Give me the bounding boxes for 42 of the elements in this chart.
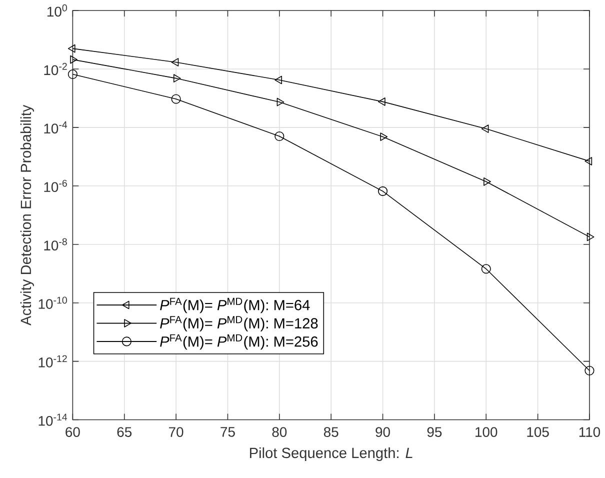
- x-tick-label: 60: [66, 427, 80, 438]
- y-tick-label: 10$^{0}$: [47, 4, 67, 17]
- legend-label: P$^{FA}$(M)= P$^{MD}$(M): M=64: [160, 298, 310, 314]
- point: [276, 98, 284, 106]
- x-tick-label: 110: [579, 427, 600, 438]
- point: [274, 76, 282, 84]
- point: [70, 56, 78, 64]
- x-axis-title: Pilot Sequence Length: L: [250, 448, 412, 462]
- y-tick-label: 10$^{-12}$: [38, 355, 67, 368]
- x-tick-label: 95: [427, 427, 442, 438]
- y-tick-label: 10$^{-8}$: [44, 238, 67, 251]
- point: [171, 94, 181, 104]
- point: [173, 74, 181, 83]
- x-tick-label: 105: [527, 427, 549, 438]
- x-tick-label: 70: [169, 427, 184, 438]
- x-tick-label: 85: [324, 427, 338, 438]
- x-tick-label: 90: [376, 427, 390, 438]
- y-tick-label: 10$^{-4}$: [44, 122, 68, 134]
- x-tick-label: 80: [272, 427, 287, 438]
- point: [68, 44, 76, 53]
- legend-label: P$^{FA}$(M)= P$^{MD}$(M): M=128: [160, 316, 318, 332]
- point: [481, 264, 491, 274]
- point: [584, 366, 594, 376]
- x-tick-label: 65: [117, 427, 132, 438]
- y-tick-label: 10$^{-14}$: [38, 414, 68, 426]
- point: [481, 124, 489, 134]
- point: [68, 70, 78, 80]
- point: [274, 132, 284, 142]
- x-tick-label: 100: [476, 427, 498, 438]
- point: [584, 157, 592, 166]
- point: [378, 98, 386, 106]
- point: [171, 58, 179, 67]
- y-tick-label: 10$^{-10}$: [38, 296, 67, 310]
- y-tick-label: 10$^{-6}$: [44, 180, 67, 192]
- y-axis-title: Activity Detection Error Probability: [20, 105, 34, 326]
- point: [378, 186, 388, 196]
- point: [586, 232, 594, 242]
- x-tick-label: 75: [220, 427, 235, 438]
- point: [484, 178, 491, 186]
- point: [380, 132, 388, 142]
- y-tick-label: 10$^{-2}$: [44, 63, 67, 76]
- legend-label: P$^{FA}$(M)= P$^{MD}$(M): M=256: [160, 334, 318, 350]
